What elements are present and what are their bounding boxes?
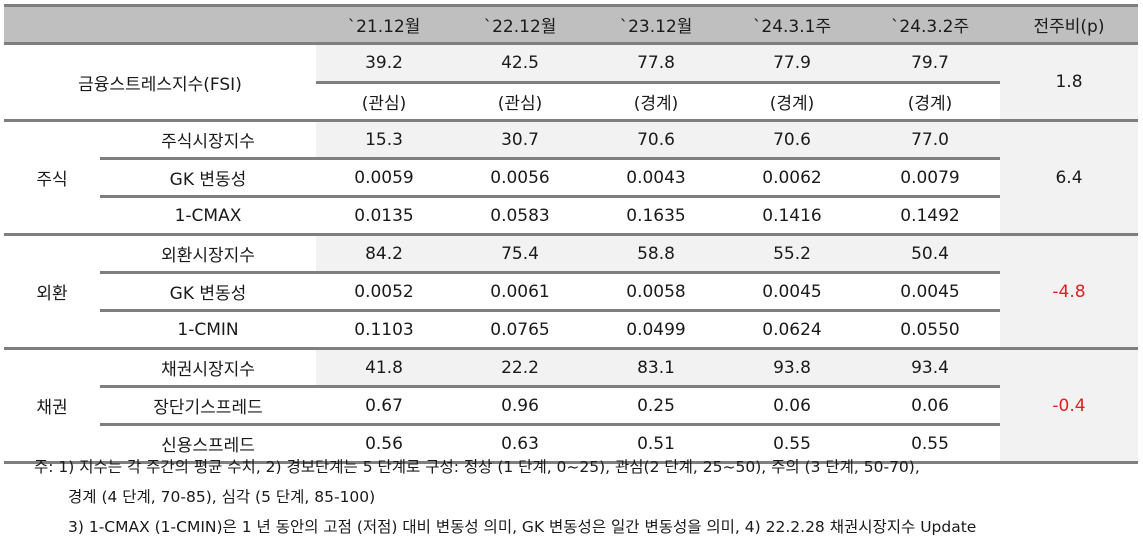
- row-label: 장단기스프레드: [100, 385, 316, 425]
- cell-value: 0.67: [316, 385, 452, 425]
- cell-value: 0.0583: [452, 195, 588, 235]
- cell-value: 0.0765: [452, 309, 588, 349]
- cell-value: 0.1416: [724, 195, 860, 235]
- cell-value: 55.2: [724, 233, 860, 273]
- fsi-value: 77.8: [588, 43, 724, 82]
- cell-value: 0.0045: [724, 271, 860, 311]
- fsi-change: 1.8: [1000, 43, 1138, 121]
- group-label-fx: 외환: [4, 233, 100, 349]
- fsi-stage: (관심): [316, 80, 452, 121]
- row-label: 1-CMAX: [100, 195, 316, 235]
- cell-value: 0.06: [724, 385, 860, 425]
- financial-stress-index-table: `21.12월 `22.12월 `23.12월 `24.3.1주 `24.3.2…: [4, 4, 1138, 464]
- cell-value: 0.1635: [588, 195, 724, 235]
- cell-value: 0.63: [452, 423, 588, 464]
- header-col-change: 전주비(p): [1000, 4, 1138, 45]
- fsi-stage: (경계): [860, 80, 1000, 121]
- cell-value: 75.4: [452, 233, 588, 273]
- footnote-line-2: 경계 (4 단계, 70-85), 심각 (5 단계, 85-100): [68, 488, 376, 506]
- group-change-fx: -4.8: [1000, 233, 1138, 349]
- cell-value: 0.51: [588, 423, 724, 464]
- fx-row: 외환 외환시장지수 84.2 75.4 58.8 55.2 50.4 -4.8: [4, 233, 1138, 349]
- fsi-stage-row: (관심) (관심) (경계) (경계) (경계): [4, 80, 1138, 121]
- cell-value: 0.0079: [860, 157, 1000, 197]
- cell-value: 93.4: [860, 347, 1000, 387]
- cell-value: 93.8: [724, 347, 860, 387]
- cell-value: 50.4: [860, 233, 1000, 273]
- row-label: 외환시장지수: [100, 233, 316, 273]
- row-label: 주식시장지수: [100, 119, 316, 159]
- cell-value: 0.0550: [860, 309, 1000, 349]
- fsi-stage: (경계): [724, 80, 860, 121]
- row-label: 채권시장지수: [100, 347, 316, 387]
- footnote-line-1: 주: 1) 지수는 각 주간의 평균 수치, 2) 경보단계는 5 단계로 구성…: [34, 458, 920, 476]
- cell-value: 22.2: [452, 347, 588, 387]
- fx-row: 1-CMIN 0.1103 0.0765 0.0499 0.0624 0.055…: [4, 309, 1138, 349]
- cell-value: 84.2: [316, 233, 452, 273]
- group-change-stock: 6.4: [1000, 119, 1138, 235]
- cell-value: 0.55: [860, 423, 1000, 464]
- cell-value: 0.96: [452, 385, 588, 425]
- cell-value: 0.55: [724, 423, 860, 464]
- fsi-table-container: `21.12월 `22.12월 `23.12월 `24.3.1주 `24.3.2…: [4, 4, 1138, 464]
- table-footnotes: 주: 1) 지수는 각 주간의 평균 수치, 2) 경보단계는 5 단계로 구성…: [34, 452, 976, 542]
- cell-value: 0.0061: [452, 271, 588, 311]
- fsi-label: 금융스트레스지수(FSI): [78, 74, 242, 95]
- fsi-value-row: 금융스트레스지수(FSI) 39.2 42.5 77.8 77.9 79.7 1…: [4, 43, 1138, 121]
- row-label: GK 변동성: [100, 157, 316, 197]
- header-col-2403w2: `24.3.2주: [860, 4, 1000, 45]
- cell-value: 77.0: [860, 119, 1000, 159]
- cell-value: 58.8: [588, 233, 724, 273]
- header-row: `21.12월 `22.12월 `23.12월 `24.3.1주 `24.3.2…: [4, 4, 1138, 45]
- fsi-value: 39.2: [316, 43, 452, 82]
- stock-row: 주식 주식시장지수 15.3 30.7 70.6 70.6 77.0 6.4: [4, 119, 1138, 235]
- cell-value: 41.8: [316, 347, 452, 387]
- group-label-stock: 주식: [4, 119, 100, 235]
- cell-value: 0.0059: [316, 157, 452, 197]
- header-col-2112: `21.12월: [316, 4, 452, 45]
- group-change-bond: -0.4: [1000, 347, 1138, 464]
- fsi-stage: (관심): [452, 80, 588, 121]
- header-col-2403w1: `24.3.1주: [724, 4, 860, 45]
- row-label: GK 변동성: [100, 271, 316, 311]
- cell-value: 0.0052: [316, 271, 452, 311]
- fx-row: GK 변동성 0.0052 0.0061 0.0058 0.0045 0.004…: [4, 271, 1138, 311]
- fsi-stage: (경계): [588, 80, 724, 121]
- cell-value: 0.0058: [588, 271, 724, 311]
- cell-value: 70.6: [588, 119, 724, 159]
- bond-row: 채권 채권시장지수 41.8 22.2 83.1 93.8 93.4 -0.4: [4, 347, 1138, 464]
- cell-value: 70.6: [724, 119, 860, 159]
- cell-value: 0.1103: [316, 309, 452, 349]
- cell-value: 15.3: [316, 119, 452, 159]
- header-blank: [4, 4, 316, 45]
- cell-value: 0.56: [316, 423, 452, 464]
- row-label: 1-CMIN: [100, 309, 316, 349]
- cell-value: 0.25: [588, 385, 724, 425]
- row-label: 신용스프레드: [100, 423, 316, 464]
- fsi-value: 77.9: [724, 43, 860, 82]
- group-label-bond: 채권: [4, 347, 100, 464]
- cell-value: 0.0135: [316, 195, 452, 235]
- cell-value: 0.0045: [860, 271, 1000, 311]
- cell-value: 0.0043: [588, 157, 724, 197]
- bond-row: 신용스프레드 0.56 0.63 0.51 0.55 0.55: [4, 423, 1138, 464]
- cell-value: 0.0056: [452, 157, 588, 197]
- header-col-2212: `22.12월: [452, 4, 588, 45]
- bond-row: 장단기스프레드 0.67 0.96 0.25 0.06 0.06: [4, 385, 1138, 425]
- fsi-value: 79.7: [860, 43, 1000, 82]
- stock-row: 1-CMAX 0.0135 0.0583 0.1635 0.1416 0.149…: [4, 195, 1138, 235]
- cell-value: 30.7: [452, 119, 588, 159]
- header-col-2312: `23.12월: [588, 4, 724, 45]
- stock-row: GK 변동성 0.0059 0.0056 0.0043 0.0062 0.007…: [4, 157, 1138, 197]
- cell-value: 0.1492: [860, 195, 1000, 235]
- cell-value: 0.0499: [588, 309, 724, 349]
- footnote-line-3: 3) 1-CMAX (1-CMIN)은 1 년 동안의 고점 (저점) 대비 변…: [68, 518, 977, 536]
- cell-value: 83.1: [588, 347, 724, 387]
- cell-value: 0.0624: [724, 309, 860, 349]
- cell-value: 0.06: [860, 385, 1000, 425]
- cell-value: 0.0062: [724, 157, 860, 197]
- fsi-value: 42.5: [452, 43, 588, 82]
